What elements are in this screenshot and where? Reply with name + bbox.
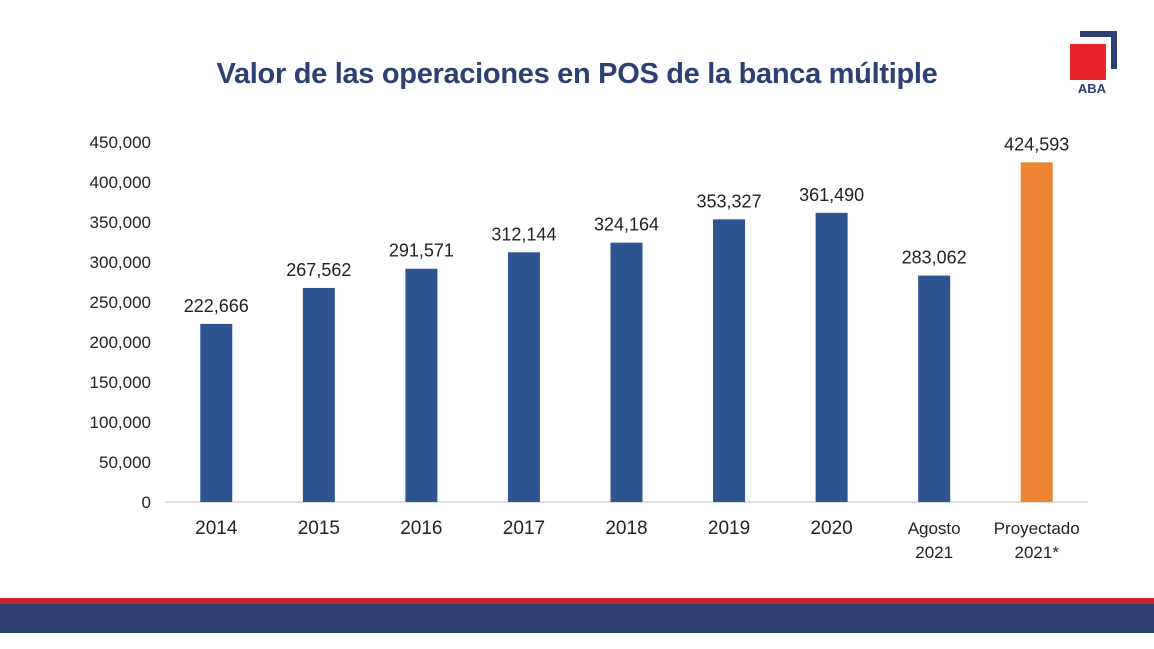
logo-text: ABA (1077, 81, 1107, 96)
aba-logo: ABA (1066, 31, 1122, 97)
data-label: 291,571 (389, 241, 454, 261)
y-tick-label: 0 (142, 493, 151, 512)
y-tick-label: 350,000 (90, 213, 151, 232)
x-tick-label: 2019 (708, 518, 750, 539)
bar (302, 287, 335, 502)
y-tick-label: 450,000 (90, 133, 151, 152)
y-tick-label: 50,000 (99, 453, 151, 472)
y-tick-label: 150,000 (90, 373, 151, 392)
y-tick-label: 100,000 (90, 413, 151, 432)
x-tick-label: 2021* (1015, 543, 1060, 562)
data-label: 267,562 (286, 260, 351, 280)
data-label: 283,062 (902, 248, 967, 268)
x-tick-label: 2018 (605, 518, 647, 539)
footer-red-stripe (0, 598, 1154, 604)
data-label: 324,164 (594, 215, 659, 235)
x-tick-label: 2014 (195, 518, 238, 539)
y-tick-label: 300,000 (90, 253, 151, 272)
bar (815, 212, 848, 503)
bar-chart: 0 50,000 100,000 150,000 200,000 250,000 300,0… (90, 133, 1088, 562)
chart-title: Valor de las operaciones en POS de la ba… (216, 58, 938, 90)
data-label: 361,490 (799, 185, 864, 205)
x-tick-label: 2020 (810, 518, 852, 539)
logo-frame-top (1080, 31, 1117, 37)
x-tick-label: 2021 (915, 543, 953, 562)
x-tick-label: 2016 (400, 518, 442, 539)
x-tick-label: Agosto (908, 519, 961, 538)
logo-frame-right (1111, 31, 1117, 69)
bar (507, 252, 540, 502)
bar (918, 275, 951, 502)
bar (1020, 162, 1053, 502)
data-label: 222,666 (184, 296, 249, 316)
x-tick-label: Proyectado (994, 519, 1080, 538)
bar (610, 242, 643, 502)
bar (713, 219, 746, 503)
y-tick-label: 200,000 (90, 333, 151, 352)
y-tick-label: 250,000 (90, 293, 151, 312)
logo-red-square (1070, 44, 1106, 80)
bar (405, 268, 438, 502)
x-tick-label: 2015 (298, 518, 340, 539)
data-label: 424,593 (1004, 134, 1069, 154)
data-label: 312,144 (491, 224, 556, 244)
bar (200, 323, 233, 502)
data-label: 353,327 (697, 191, 762, 211)
y-tick-label: 400,000 (90, 173, 151, 192)
x-tick-label: 2017 (503, 518, 545, 539)
footer-blue-band (0, 604, 1154, 633)
